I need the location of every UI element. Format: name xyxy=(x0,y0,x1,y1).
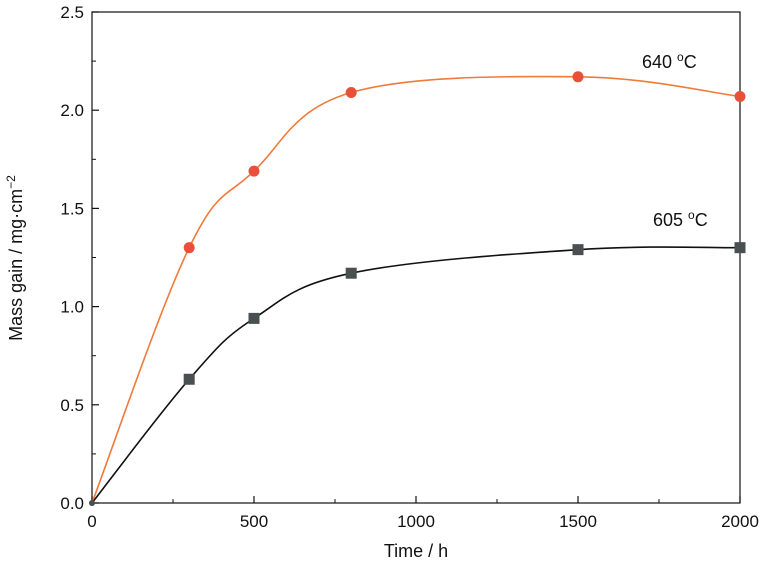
series-label-640: 640 oC xyxy=(642,50,697,72)
y-axis: 0.0 0.5 1.0 1.5 2.0 2.5 xyxy=(60,3,99,513)
x-tick-label: 2000 xyxy=(721,512,759,531)
data-point xyxy=(734,242,746,254)
series-label-605-main: 605 xyxy=(653,210,688,230)
plot-area xyxy=(91,11,741,504)
data-point xyxy=(734,90,746,102)
series-label-605-sup: o xyxy=(688,208,695,222)
series-label-605-end: C xyxy=(695,210,708,230)
data-point xyxy=(572,244,584,256)
y-tick-label: 2.5 xyxy=(60,3,84,22)
data-point xyxy=(248,165,260,177)
series-line-0 xyxy=(91,75,741,504)
series-label-640-main: 640 xyxy=(642,52,677,72)
data-point xyxy=(572,71,584,83)
y-tick-label: 0.0 xyxy=(60,494,84,513)
y-axis-title-main: Mass gain / mg·cm xyxy=(6,189,26,341)
data-point xyxy=(183,242,195,254)
series-label-640-end: C xyxy=(684,52,697,72)
series-lines xyxy=(91,75,741,504)
x-tick-label: 1000 xyxy=(397,512,435,531)
x-tick-label: 500 xyxy=(240,512,268,531)
y-tick-label: 2.0 xyxy=(60,101,84,120)
data-point xyxy=(345,267,357,279)
y-axis-title: Mass gain / mg·cm−2 xyxy=(4,175,26,341)
y-tick-label: 0.5 xyxy=(60,396,84,415)
data-point xyxy=(89,500,95,506)
y-tick-label: 1.5 xyxy=(60,199,84,218)
series-markers xyxy=(89,71,746,506)
x-tick-label: 0 xyxy=(87,512,96,531)
y-axis-title-sup: −2 xyxy=(4,175,18,189)
data-point xyxy=(248,312,260,324)
data-point xyxy=(183,373,195,385)
y-tick-label: 1.0 xyxy=(60,298,84,317)
x-axis: 0 500 1000 1500 2000 xyxy=(87,496,759,531)
series-line-1 xyxy=(91,246,741,504)
x-tick-label: 1500 xyxy=(559,512,597,531)
x-axis-title: Time / h xyxy=(384,541,448,561)
data-point xyxy=(345,87,357,99)
series-label-605: 605 oC xyxy=(653,208,708,230)
series-label-640-sup: o xyxy=(677,50,684,64)
